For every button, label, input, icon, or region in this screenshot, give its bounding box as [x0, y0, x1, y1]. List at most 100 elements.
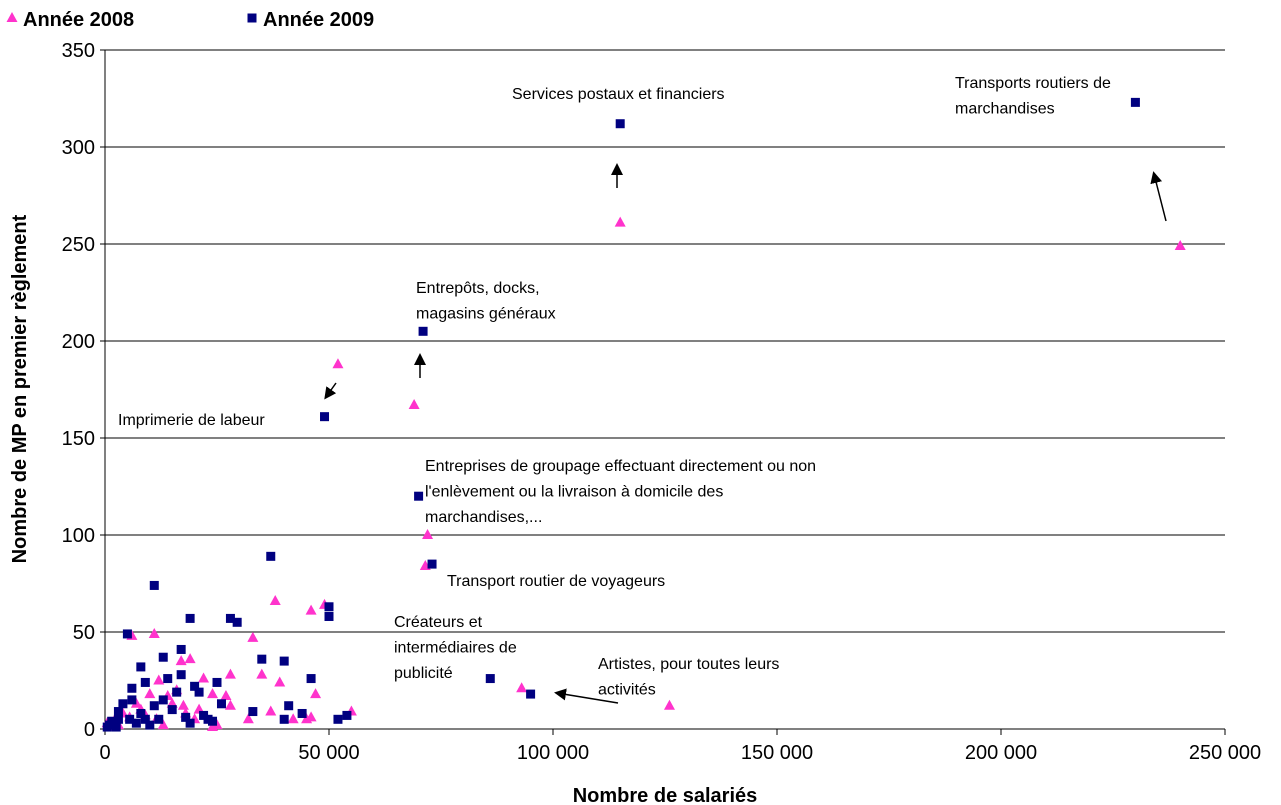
point	[118, 699, 128, 709]
x-tick-label: 200 000	[965, 742, 1037, 764]
legend-marker	[6, 12, 18, 22]
point	[305, 604, 317, 615]
point	[310, 688, 322, 699]
point	[175, 655, 187, 666]
point	[158, 652, 168, 662]
annotation: Imprimerie de labeur	[118, 412, 265, 429]
point	[220, 690, 232, 701]
y-tick-label: 200	[62, 331, 95, 353]
x-tick-label: 50 000	[298, 742, 359, 764]
point	[342, 710, 352, 720]
point	[408, 399, 420, 410]
point	[516, 682, 528, 693]
point	[136, 662, 146, 672]
arrow	[1150, 171, 1167, 222]
point	[242, 713, 254, 724]
point	[145, 720, 155, 730]
point	[212, 677, 222, 687]
point	[185, 718, 195, 728]
y-tick-label: 350	[62, 40, 95, 62]
point	[194, 687, 204, 697]
point	[207, 688, 219, 699]
point	[167, 705, 177, 715]
point	[332, 358, 344, 369]
x-tick-label: 100 000	[517, 742, 589, 764]
y-tick-label: 0	[84, 719, 95, 741]
point	[287, 713, 299, 724]
point	[149, 701, 159, 711]
point	[324, 611, 334, 621]
point	[297, 708, 307, 718]
point	[422, 529, 434, 539]
annotation: Entreprises de groupage effectuant direc…	[425, 458, 816, 475]
point	[144, 688, 156, 699]
annotation: magasins généraux	[416, 306, 556, 323]
point	[181, 712, 191, 722]
arrows	[324, 163, 1167, 704]
point	[305, 711, 317, 722]
point	[526, 689, 536, 699]
point	[279, 656, 289, 666]
legend-label: Année 2009	[263, 9, 374, 31]
point	[225, 613, 235, 623]
point	[102, 722, 112, 732]
point	[427, 559, 437, 569]
point	[198, 672, 210, 683]
point	[232, 617, 242, 627]
point	[414, 491, 424, 501]
x-axis-title: Nombre de salariés	[573, 785, 758, 805]
annotation: Créateurs et	[394, 614, 483, 631]
point	[257, 654, 267, 664]
point	[122, 629, 132, 639]
annotation: Transports routiers de	[955, 75, 1111, 92]
point	[266, 551, 276, 561]
point	[158, 695, 168, 705]
point	[663, 699, 675, 710]
point	[154, 714, 164, 724]
point	[177, 699, 189, 710]
x-tick-label: 250 000	[1189, 742, 1261, 764]
point	[485, 674, 495, 684]
point	[306, 674, 316, 684]
point	[207, 721, 219, 732]
annotation: marchandises,...	[425, 509, 542, 526]
legend-label: Année 2008	[23, 9, 134, 31]
point	[333, 714, 343, 724]
point	[216, 699, 226, 709]
annotation: Services postaux et financiers	[512, 86, 725, 103]
point	[176, 644, 186, 654]
point	[203, 714, 213, 724]
point	[185, 613, 195, 623]
point	[190, 681, 200, 691]
legend-marker	[247, 13, 257, 23]
annotation: Entrepôts, docks,	[416, 280, 540, 297]
point	[224, 699, 236, 710]
annotation: Transport routier de voyageurs	[447, 573, 665, 590]
y-tick-label: 250	[62, 234, 95, 256]
point	[274, 676, 286, 687]
arrow	[554, 688, 619, 704]
point	[125, 714, 135, 724]
point	[224, 668, 236, 679]
point	[111, 722, 121, 732]
point	[107, 716, 117, 726]
point	[163, 674, 173, 684]
point	[149, 580, 159, 590]
annotation: l'enlèvement ou la livraison à domicile …	[425, 484, 723, 501]
arrow	[324, 382, 337, 400]
point	[148, 627, 160, 638]
point	[113, 707, 123, 717]
annotation: intermédiaires de	[394, 640, 517, 657]
point	[614, 216, 626, 227]
point	[140, 714, 150, 724]
point	[324, 602, 334, 612]
point	[265, 705, 277, 716]
annotation: activités	[598, 682, 656, 699]
point	[418, 326, 428, 336]
y-tick-label: 100	[62, 525, 95, 547]
point	[279, 714, 289, 724]
point	[127, 695, 137, 705]
y-tick-label: 150	[62, 428, 95, 450]
point	[176, 670, 186, 680]
